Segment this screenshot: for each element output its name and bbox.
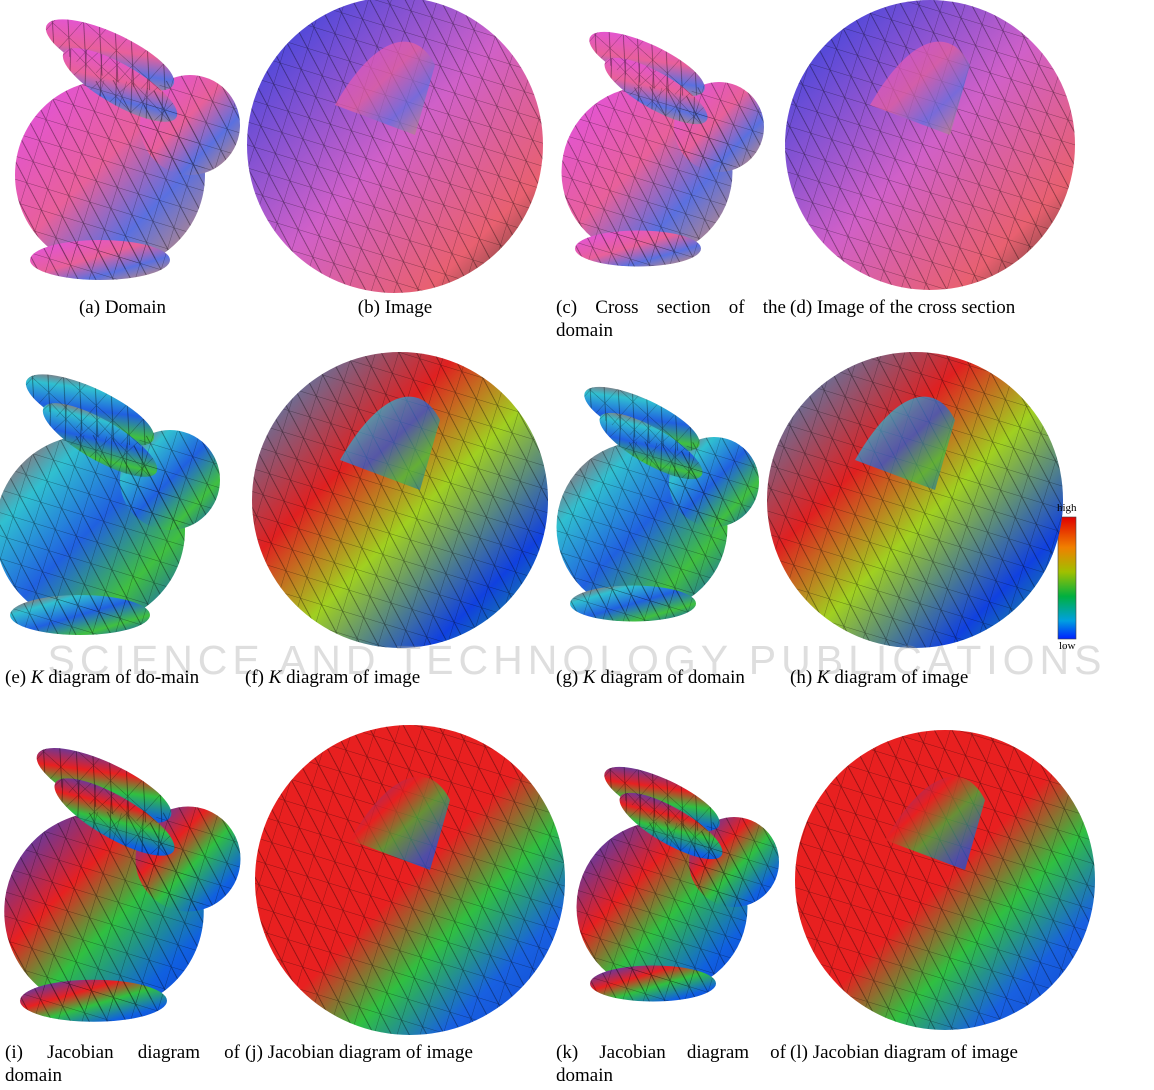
figure — [0, 0, 1154, 1090]
caption-text: diagram of image — [286, 667, 420, 688]
caption: (b) Image — [245, 296, 545, 319]
caption: (f) K diagram of image — [245, 666, 545, 689]
caption-label: (f) — [245, 667, 264, 688]
caption-label: (g) — [556, 667, 578, 688]
mesh — [562, 19, 765, 266]
bunny-render — [4, 734, 240, 1022]
caption-label: (c) — [556, 297, 577, 318]
caption: (d) Image of the cross section — [790, 296, 1090, 319]
bunny-shape — [577, 754, 780, 1001]
mesh — [0, 360, 220, 635]
caption-label: (l) — [790, 1042, 808, 1063]
caption-label: (h) — [790, 667, 812, 688]
mesh — [255, 725, 565, 1035]
caption-label: (i) — [5, 1042, 23, 1063]
caption-text: Image of the cross section — [817, 297, 1015, 318]
caption: (c) Cross section of the domain — [556, 296, 786, 342]
bunny-render — [15, 5, 240, 280]
mesh — [557, 374, 760, 621]
bunny-render — [562, 19, 765, 266]
caption: (e) K diagram of do-main — [5, 666, 240, 689]
sphere-render — [247, 0, 543, 293]
caption-text: Jacobian diagram of domain — [5, 1042, 240, 1086]
caption: (k) Jacobian diagram of domain — [556, 1041, 786, 1087]
caption-text: Domain — [105, 297, 166, 318]
bunny-shape — [557, 374, 760, 621]
sphere-render — [785, 0, 1075, 290]
caption-label: (a) — [79, 297, 100, 318]
caption-text: Jacobian diagram of domain — [556, 1042, 786, 1086]
bunny-shape — [0, 360, 220, 635]
mesh — [15, 5, 240, 280]
bunny-render — [0, 360, 220, 635]
sphere-render — [767, 352, 1063, 648]
caption: (j) Jacobian diagram of image — [245, 1041, 545, 1064]
caption-symbol: K — [269, 667, 282, 688]
caption-label: (d) — [790, 297, 812, 318]
caption-text: diagram of domain — [600, 667, 745, 688]
caption-label: (k) — [556, 1042, 578, 1063]
mesh — [795, 730, 1095, 1030]
bunny-shape — [562, 19, 765, 266]
caption: (l) Jacobian diagram of image — [790, 1041, 1090, 1064]
sphere-render — [255, 725, 565, 1035]
sphere-render — [252, 352, 548, 648]
caption-text: diagram of image — [834, 667, 968, 688]
page: SCIENCE AND TECHNOLOGY PUBLICATIONS high… — [0, 0, 1154, 1090]
caption-text: Image — [385, 297, 432, 318]
bunny-render — [577, 754, 780, 1001]
caption-text: Cross section of the domain — [556, 297, 786, 341]
caption: (a) Domain — [5, 296, 240, 319]
caption-text: Jacobian diagram of image — [813, 1042, 1018, 1063]
caption-symbol: K — [583, 667, 596, 688]
caption-text: diagram of do-main — [48, 667, 199, 688]
caption-text: Jacobian diagram of image — [268, 1042, 473, 1063]
caption-label: (e) — [5, 667, 26, 688]
mesh — [252, 352, 548, 648]
mesh — [767, 352, 1063, 648]
caption-label: (b) — [358, 297, 380, 318]
bunny-render — [557, 374, 760, 621]
caption: (h) K diagram of image — [790, 666, 1090, 689]
colorbar — [1058, 517, 1076, 639]
colorbar-low: low — [1059, 640, 1076, 652]
colorbar-high: high — [1057, 502, 1077, 514]
mesh — [577, 754, 780, 1001]
caption-label: (j) — [245, 1042, 263, 1063]
bunny-shape — [4, 734, 240, 1022]
bunny-shape — [15, 5, 240, 280]
caption: (i) Jacobian diagram of domain — [5, 1041, 240, 1087]
caption-symbol: K — [31, 667, 44, 688]
caption-symbol: K — [817, 667, 830, 688]
sphere-render — [795, 730, 1095, 1030]
caption: (g) K diagram of domain — [556, 666, 786, 689]
mesh — [4, 734, 240, 1022]
